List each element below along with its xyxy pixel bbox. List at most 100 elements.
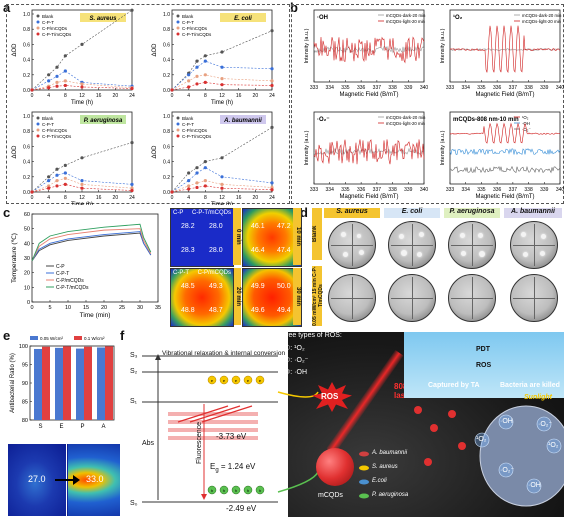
x-tick-label: 20	[113, 195, 119, 201]
y-tick-label: 1.0	[163, 114, 170, 120]
data-point	[80, 182, 84, 186]
vibrational-band	[168, 428, 258, 432]
mcqds-particle	[316, 448, 354, 486]
level-s0: S₀	[130, 500, 138, 507]
panel-c-temperature-chart: 0 5 10 15 20 25 30 35 0 10 20 30 40 50 60 Time (min) Tem…	[11, 212, 161, 319]
pdt-label: PDT	[476, 346, 490, 353]
thermal-value: 28.2	[181, 223, 195, 230]
thermal-value: 47.2	[277, 223, 291, 230]
electron-icon	[255, 375, 265, 385]
legend-label: C-P-T	[182, 20, 194, 25]
sunlight-label: Sunlight	[524, 394, 552, 401]
x-tick-label: 10	[65, 305, 71, 311]
x-tick-label: 24	[269, 195, 275, 201]
x-tick-label: 12	[219, 93, 225, 99]
petri-dish	[388, 221, 436, 269]
legend-label: C-P	[56, 264, 65, 270]
x-tick-label: E	[59, 424, 63, 430]
x-tick-label: 30	[137, 305, 143, 311]
data-point	[195, 185, 199, 190]
y-tick-label: 0.6	[23, 144, 30, 150]
data-point	[63, 176, 67, 180]
x-tick-label: 338	[524, 85, 533, 91]
data-point	[195, 171, 199, 175]
thermal-corner-left: C-P-T	[173, 270, 189, 276]
x-tick-label: 337	[373, 85, 382, 91]
thermal-corner-left: C-P	[173, 210, 184, 216]
x-tick-label: 8	[204, 93, 207, 99]
legend-label: C-P/mCQDs	[56, 278, 84, 284]
esr-label: mCQDs-808 nm-10 min	[453, 117, 519, 123]
data-point	[195, 74, 199, 78]
petri-dish	[328, 221, 376, 269]
abs-arrowhead	[155, 354, 161, 360]
thermal-value: 28.0	[209, 223, 223, 230]
data-point	[130, 8, 134, 12]
hole-icon	[243, 485, 253, 495]
data-point	[47, 175, 51, 179]
relaxation-label: Vibrational relaxation & internal conver…	[162, 350, 286, 357]
x-axis-label: Time (h)	[71, 100, 93, 106]
plate-row-label-blank: Blank	[312, 208, 322, 260]
esr-trace	[449, 122, 561, 144]
x-tick-label: 334	[326, 187, 335, 193]
ros-item-1: ①: ¹O₂	[284, 345, 305, 352]
fluorescence-label: Fluorescence	[196, 421, 203, 464]
thermal-scan-right-value: 33.0	[86, 474, 104, 484]
x-tick-label: 20	[253, 93, 259, 99]
electron-icon	[231, 375, 241, 385]
x-axis-label: Magnetic Field (B/mT)	[339, 92, 398, 98]
thermal-value: 48.8	[181, 307, 195, 314]
y-tick-label: 0.2	[23, 175, 30, 181]
y-tick-label: 60	[24, 212, 30, 218]
x-tick-label: P	[80, 424, 84, 430]
x-tick-label: S	[38, 424, 42, 430]
y-tick-label: 80	[22, 418, 28, 424]
electron-icon	[207, 375, 217, 385]
y-axis-label: Intensity (a.u.)	[440, 130, 446, 165]
plate-col-p-aeruginosa: P. aeruginosa	[444, 208, 500, 218]
chart-title: E. coli	[234, 16, 252, 22]
y-axis-label: Intensity (a.u.)	[440, 28, 446, 63]
legend-marker	[36, 32, 40, 36]
y-tick-label: 0.4	[163, 160, 170, 166]
data-point	[270, 79, 274, 83]
legend-label: C-P/mCQDs	[182, 26, 208, 31]
data-point	[195, 59, 199, 63]
data-point	[187, 171, 191, 175]
legend-marker	[176, 20, 180, 24]
petri-dish	[448, 274, 496, 322]
hole-label: h	[259, 488, 261, 493]
x-tick-label: 340	[556, 85, 565, 91]
x-tick-label: 8	[204, 195, 207, 201]
panel-b-frame	[291, 4, 564, 204]
data-point	[170, 190, 174, 194]
data-point	[80, 82, 84, 86]
series-line	[31, 142, 133, 193]
x-tick-label: 12	[219, 195, 225, 201]
legend-marker	[176, 116, 180, 120]
ros-bubble-label: ¹O₂	[476, 436, 487, 443]
data-point	[47, 186, 51, 190]
bar	[63, 346, 71, 420]
legend-marker	[176, 122, 180, 126]
panel-a-growth-charts: 0.0 0.2 0.4 0.6 0.8 1.0 0 4 8 12 16 20 24 Time (h) ΔOD…	[12, 8, 275, 205]
esr-label: ·O₂⁻	[317, 117, 330, 123]
chart-title: A. baumannii	[223, 118, 262, 124]
data-point	[80, 179, 84, 183]
y-tick-label: 90	[22, 381, 28, 387]
x-tick-label: 24	[129, 93, 135, 99]
series-line	[31, 70, 133, 91]
hole-icon	[255, 485, 265, 495]
hole-label: h	[247, 488, 249, 493]
data-point	[47, 73, 51, 77]
x-tick-label: 0	[31, 195, 34, 201]
gap-label: -3.73 eV	[216, 432, 247, 441]
legend-label: ·OH	[522, 121, 530, 126]
thermal-time-20: 20 min	[233, 268, 241, 325]
y-tick-label: 0.8	[163, 27, 170, 33]
data-point	[220, 156, 224, 160]
legend-label: C-P-T	[56, 271, 69, 277]
data-point	[63, 163, 67, 167]
legend-marker	[36, 128, 40, 132]
